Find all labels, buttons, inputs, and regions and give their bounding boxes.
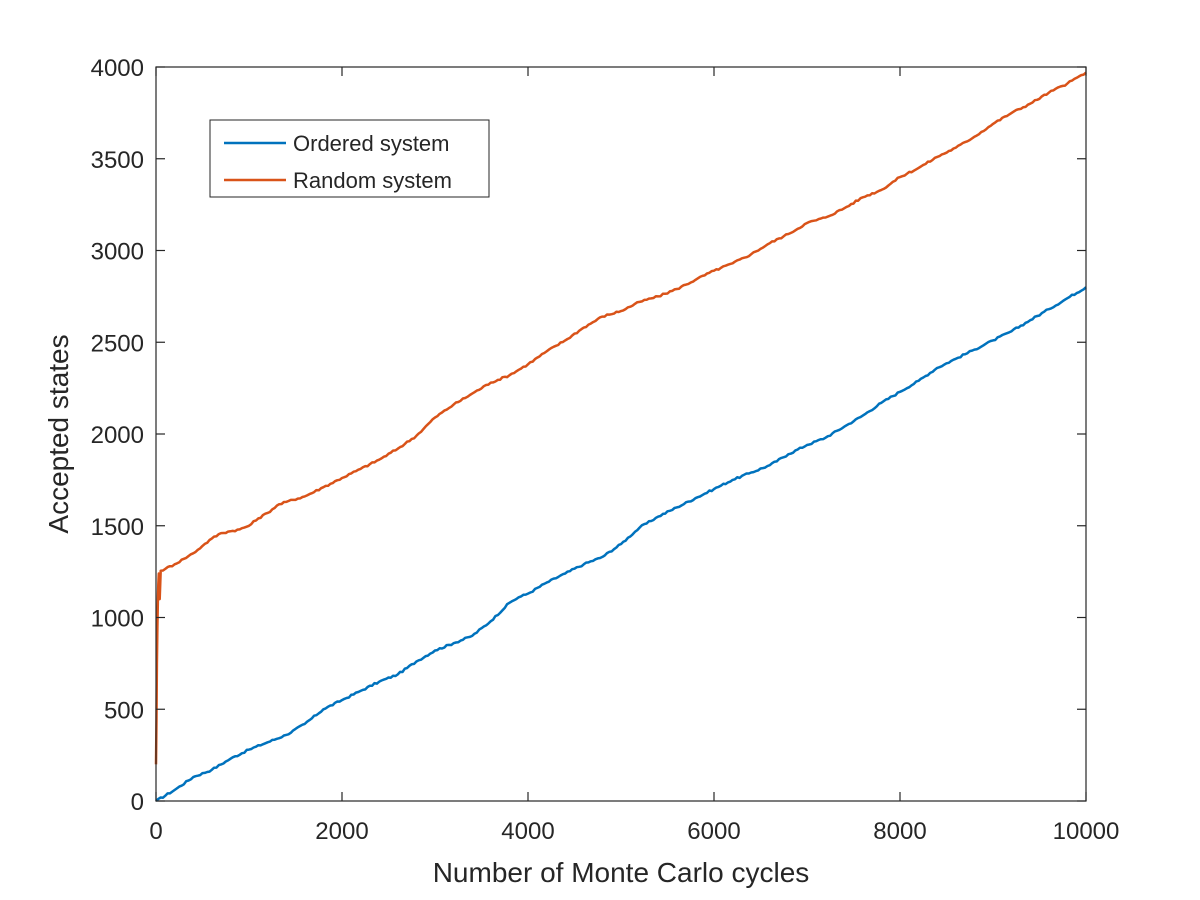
x-tick-label: 2000 (315, 818, 368, 845)
x-tick-label: 0 (149, 818, 162, 845)
x-axis-label: Number of Monte Carlo cycles (433, 857, 810, 888)
legend-label-random-system: Random system (293, 168, 452, 193)
series-line-random-system (154, 71, 1087, 765)
x-tick-label: 4000 (501, 818, 554, 845)
x-tick-label: 8000 (873, 818, 926, 845)
y-tick-label: 500 (104, 697, 144, 724)
x-tick-label: 10000 (1053, 818, 1120, 845)
series-line-ordered-system (155, 286, 1087, 802)
y-tick-label: 4000 (91, 55, 144, 82)
legend-label-ordered-system: Ordered system (293, 131, 450, 156)
y-axis-label: Accepted states (43, 334, 74, 533)
y-tick-label: 2500 (91, 330, 144, 357)
y-tick-label: 3500 (91, 147, 144, 174)
y-tick-label: 2000 (91, 422, 144, 449)
y-tick-label: 0 (131, 789, 144, 816)
legend: Ordered system Random system (209, 119, 490, 198)
x-tick-label: 6000 (687, 818, 740, 845)
y-tick-label: 1500 (91, 514, 144, 541)
legend-box (209, 119, 490, 198)
plot-lines (154, 71, 1087, 802)
axis-ticks (155, 66, 1087, 802)
y-tick-label: 1000 (91, 606, 144, 633)
y-tick-label: 3000 (91, 239, 144, 266)
axis-tick-labels: 0 2000 4000 6000 8000 10000 0 500 1000 1500 2000 25… (91, 55, 1120, 845)
